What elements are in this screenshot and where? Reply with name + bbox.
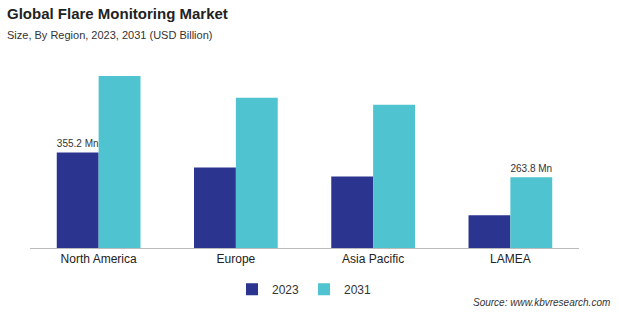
svg-text:North America: North America bbox=[61, 252, 137, 266]
svg-text:Source: www.kbvresearch.com: Source: www.kbvresearch.com bbox=[473, 297, 610, 308]
svg-text:Global Flare Monitoring Market: Global Flare Monitoring Market bbox=[7, 5, 228, 22]
svg-text:Size, By Region, 2023, 2031 (U: Size, By Region, 2023, 2031 (USD Billion… bbox=[7, 29, 212, 41]
svg-text:Europe: Europe bbox=[217, 252, 256, 266]
svg-text:355.2 Mn: 355.2 Mn bbox=[57, 138, 99, 149]
svg-text:Asia Pacific: Asia Pacific bbox=[342, 252, 404, 266]
svg-text:263.8 Mn: 263.8 Mn bbox=[510, 163, 552, 174]
svg-text:2031: 2031 bbox=[344, 283, 371, 297]
svg-text:2023: 2023 bbox=[272, 283, 299, 297]
svg-text:LAMEA: LAMEA bbox=[490, 252, 531, 266]
